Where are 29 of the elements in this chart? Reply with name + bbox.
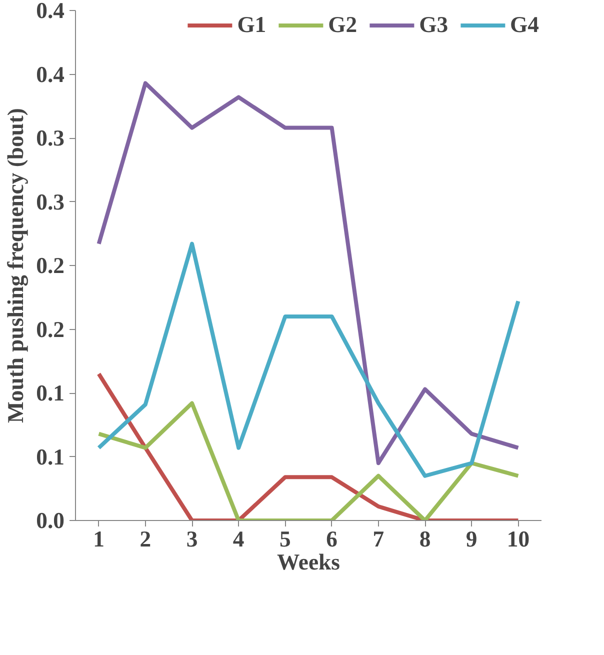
- legend-label: G3: [419, 12, 448, 38]
- legend-label: G2: [328, 12, 358, 38]
- line-series: [96, 242, 520, 478]
- x-tick-label: 9: [466, 526, 478, 552]
- line-series: [96, 81, 520, 466]
- x-tick-label: 2: [140, 526, 152, 552]
- y-tick-label: 0.0: [36, 508, 65, 533]
- x-tick-label: 7: [372, 526, 384, 552]
- y-tick-label: 0.3: [36, 126, 65, 150]
- y-tick-label: 0.4: [36, 0, 65, 23]
- line-series: [96, 372, 520, 520]
- x-tick-label: 1: [93, 526, 104, 552]
- x-tick-label: 5: [280, 526, 291, 552]
- y-tick-label: 0.2: [36, 253, 65, 278]
- x-axis-title: Weeks: [277, 550, 340, 574]
- x-tick-label: 4: [232, 526, 244, 552]
- x-tick-label: 6: [326, 526, 338, 552]
- y-tick-label: 0.2: [36, 316, 65, 342]
- y-axis-title: Mouth pushing frequency (bout): [3, 108, 28, 423]
- line-series: [96, 401, 520, 520]
- x-tick-label: 3: [186, 526, 198, 552]
- x-tick-label: 8: [419, 526, 431, 552]
- legend-label: G4: [510, 12, 539, 38]
- y-tick-label: 0.4: [36, 62, 65, 87]
- y-tick-label: 0.1: [36, 444, 65, 470]
- x-tick-label: 10: [506, 526, 530, 552]
- y-tick-label: 0.1: [36, 380, 65, 406]
- y-tick-label: 0.3: [36, 189, 65, 214]
- legend-label: G1: [237, 12, 266, 38]
